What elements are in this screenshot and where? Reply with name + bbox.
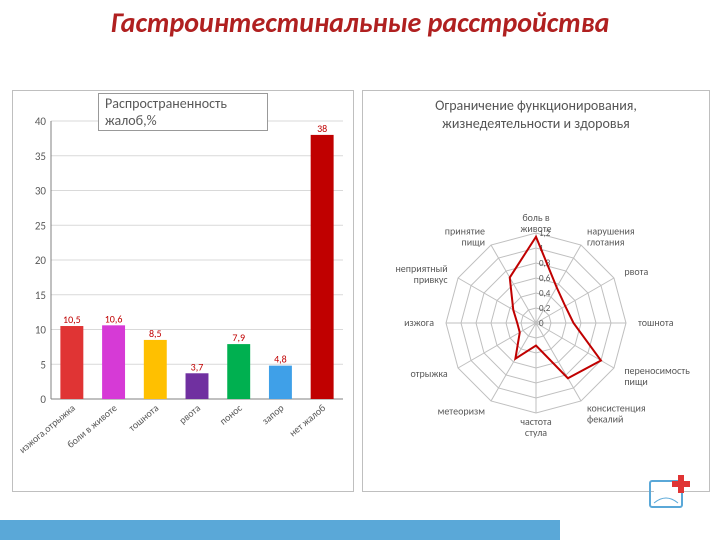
radar-chart-title: Ограничение функционирования, жизнедеяте… [363,97,709,133]
bar-chart-title: Распространенность жалоб,% [98,93,268,131]
svg-text:0: 0 [40,393,46,406]
svg-text:тошнота: тошнота [638,316,674,329]
svg-text:0,2: 0,2 [539,303,551,314]
svg-text:38: 38 [317,122,327,135]
svg-text:20: 20 [35,254,47,267]
svg-text:25: 25 [35,219,46,232]
bar-chart: 051015202530354010,5изжога,отрыжка10,6бо… [13,91,353,491]
svg-text:рвота: рвота [624,265,648,278]
svg-text:30: 30 [35,185,47,198]
svg-text:частотастула: частотастула [520,415,552,439]
svg-text:40: 40 [35,115,47,128]
svg-text:изжога,отрыжка: изжога,отрыжка [16,401,78,456]
slide-title: Гастроинтестинальные расстройства [0,8,720,39]
svg-text:10,5: 10,5 [63,313,81,326]
svg-text:консистенцияфекалий: консистенцияфекалий [587,402,646,426]
svg-text:боль вживоте: боль вживоте [520,211,551,235]
svg-text:изжога: изжога [404,316,434,329]
svg-text:отрыжка: отрыжка [410,367,447,380]
svg-text:запор: запор [259,401,286,427]
svg-text:7,9: 7,9 [232,331,245,344]
svg-text:рвота: рвота [176,401,203,426]
logo-icon [648,473,700,522]
svg-text:0,6: 0,6 [539,273,551,284]
svg-text:4,8: 4,8 [274,353,287,366]
svg-text:принятиепищи: принятиепищи [445,225,485,249]
svg-text:понос: понос [217,401,245,428]
radar-chart-panel: Ограничение функционирования, жизнедеяте… [362,90,710,492]
svg-text:переносимостьпищи: переносимостьпищи [624,364,690,388]
svg-text:нет жалоб: нет жалоб [286,401,328,439]
svg-text:35: 35 [35,150,46,163]
svg-text:тошнота: тошнота [126,401,162,434]
svg-text:8,5: 8,5 [149,327,162,340]
svg-text:10: 10 [35,324,47,337]
radar-chart: 00,20,40,60,811,2боль вживотенарушениягл… [363,133,709,483]
svg-text:10,6: 10,6 [105,312,123,325]
svg-text:нарушенияглотания: нарушенияглотания [587,225,635,249]
svg-text:5: 5 [40,358,46,371]
svg-text:неприятныйпривкус: неприятныйпривкус [395,262,448,286]
svg-text:метеоризм: метеоризм [438,405,486,418]
footer-bar [0,520,560,540]
svg-text:15: 15 [35,289,46,302]
svg-text:0: 0 [539,318,544,329]
bar-chart-panel: Распространенность жалоб,% 0 5 10 15 20 25 30 3… [12,90,354,492]
svg-text:3,7: 3,7 [191,360,204,373]
svg-text:0,4: 0,4 [539,288,551,299]
